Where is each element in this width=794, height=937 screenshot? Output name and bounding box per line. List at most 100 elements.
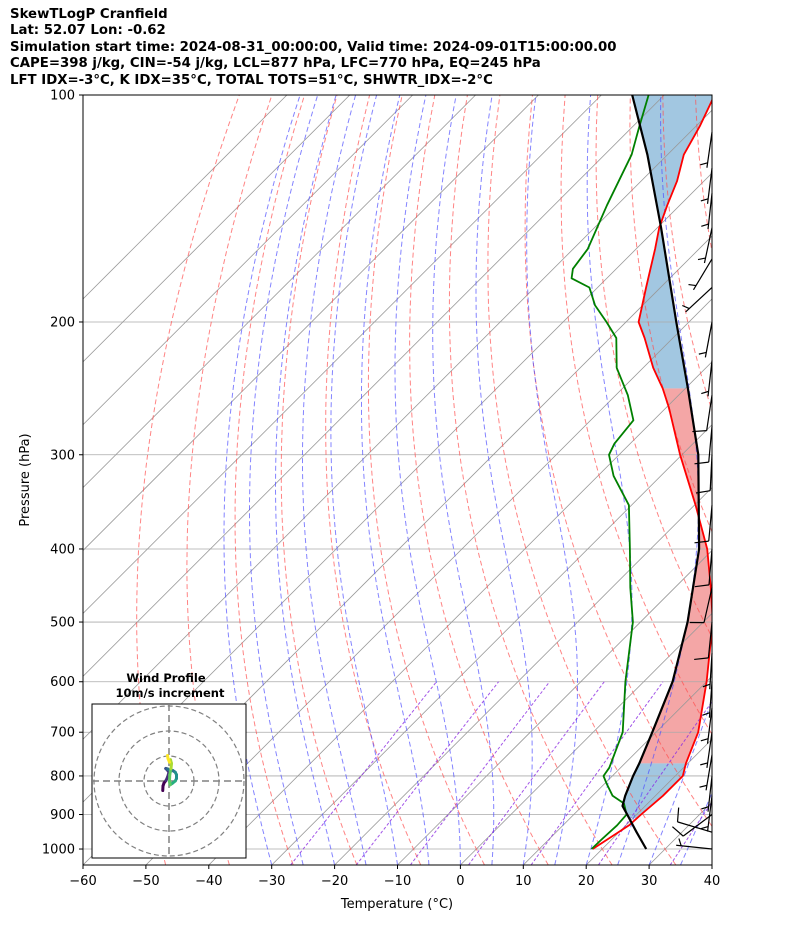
cin-area-upper — [632, 95, 712, 389]
wind-barb-staff — [706, 394, 713, 431]
x-tick-label: 40 — [704, 874, 721, 889]
wind-barb-feather — [694, 461, 709, 465]
moist-adiabat--20 — [275, 95, 337, 865]
wind-barb-225 — [701, 360, 713, 397]
wind-barb-feather — [701, 223, 709, 227]
wind-barb-staff — [703, 587, 713, 623]
isotherm--30 — [271, 424, 712, 865]
wind-barb-staff — [706, 732, 713, 768]
wind-barb-feather — [699, 784, 708, 788]
temperature-line — [592, 98, 712, 850]
isotherm--50 — [145, 298, 712, 865]
wind-barb-staff — [707, 775, 713, 812]
moist-adiabat-45 — [744, 95, 794, 865]
y-tick-label: 1000 — [42, 843, 75, 858]
wind-barb-feather — [694, 584, 710, 588]
y-tick-label: 300 — [50, 448, 75, 463]
moist-adiabat--5 — [361, 95, 430, 865]
location-coordinates: Lat: 52.07 Lon: -0.62 — [10, 23, 166, 39]
x-tick-label: −20 — [321, 874, 348, 889]
wind-barb-700 — [700, 732, 713, 768]
wind-profile-hodograph: Wind Profile 10m/s increment — [91, 671, 247, 859]
x-tick-label: 20 — [578, 874, 595, 889]
simulation-times: Simulation start time: 2024-08-31_00:00:… — [10, 39, 617, 55]
wind-barb-feather — [700, 825, 709, 830]
moist-adiabat--10 — [330, 95, 398, 865]
wind-barb-900 — [672, 814, 713, 837]
dry-adiabat-0 — [367, 95, 485, 865]
dry-adiabat-100 — [728, 95, 794, 865]
y-tick-label: 800 — [50, 769, 75, 784]
wind-barb-feather — [701, 390, 709, 395]
moist-adiabat-30 — [648, 698, 712, 865]
convective-indices: CAPE=398 j/kg, CIN=-54 j/kg, LCL=877 hPa… — [10, 56, 541, 72]
wind-barb-staff — [706, 795, 713, 832]
profile-curves-layer — [570, 95, 712, 850]
moist-adiabat--15 — [302, 95, 367, 865]
wind-barb-feather — [697, 257, 706, 261]
mixing-ratio-1 — [355, 681, 499, 865]
isotherm--120 — [83, 95, 476, 489]
isotherm--90 — [83, 95, 665, 677]
wind-barb-450 — [689, 587, 713, 624]
cape-area — [639, 388, 712, 764]
wind-barb-staff — [704, 321, 713, 358]
wind-barb-staff — [706, 707, 713, 744]
dry-adiabat-50 — [560, 95, 712, 736]
dry-adiabat-30 — [487, 95, 677, 865]
wind-barb-staff — [706, 167, 713, 204]
isotherm--20 — [334, 487, 712, 865]
x-tick-label: 0 — [456, 874, 464, 889]
stability-indices: LFT IDX=-3°C, K IDX=35°C, TOTAL TOTS=51°… — [10, 72, 493, 88]
wind-barb-500 — [694, 621, 713, 661]
isotherm--10 — [397, 549, 712, 865]
moist-adiabat-5 — [432, 95, 495, 865]
dry-adiabat-10 — [409, 95, 549, 865]
wind-barb-feather — [700, 162, 708, 166]
isotherm-40 — [711, 864, 712, 865]
wind-barb-staff — [703, 227, 713, 264]
wind-barb-staff — [707, 621, 713, 658]
wind-barb-staff — [707, 360, 713, 397]
hodograph-plot — [92, 704, 246, 858]
wind-barb-feather — [695, 490, 711, 494]
wind-barb-feather — [702, 683, 711, 688]
x-tick-label: 30 — [641, 874, 658, 889]
hodograph-subtitle: 10m/s increment — [116, 686, 225, 700]
wind-barb-feather — [700, 198, 709, 202]
mixing-ratio-0.4 — [290, 681, 437, 865]
wind-barb-staff — [707, 193, 713, 230]
wind-barb-staff — [682, 814, 713, 837]
wind-barb-250 — [692, 394, 713, 433]
moist-adiabat-20 — [585, 95, 633, 865]
axes-layer: −60 −50 −40 −30 −20 −10 0 10 20 30 40 100 200 300 400 5… — [42, 89, 720, 890]
chart-header: SkewTLogP Cranfield Lat: 52.07 Lon: -0.6… — [10, 7, 617, 89]
hodograph-segment — [166, 754, 170, 760]
wind-barb-staff — [692, 258, 713, 291]
wind-barb-feather — [694, 657, 709, 661]
wind-barb-850 — [700, 795, 713, 832]
x-axis-title: Temperature (°C) — [340, 897, 453, 912]
wind-barb-feather — [701, 806, 709, 810]
wind-barb-feather — [692, 430, 707, 433]
y-axis-title: Pressure (hPa) — [18, 433, 33, 526]
y-tick-label: 900 — [50, 808, 75, 823]
moist-adiabat-25 — [617, 95, 699, 865]
isotherm-10 — [523, 675, 712, 865]
wind-barb-staff — [706, 132, 713, 168]
mixing-ratio-2 — [409, 681, 550, 865]
wind-barb-1000 — [676, 838, 713, 850]
wind-barb-135 — [701, 193, 713, 230]
moist-adiabat-10 — [475, 95, 533, 865]
moist-adiabat--30 — [223, 95, 301, 865]
wind-barb-112 — [700, 132, 713, 168]
dewpoint-line — [570, 95, 650, 850]
mixing-ratio-4 — [468, 681, 605, 865]
parcel-path-line — [621, 95, 701, 850]
moist-adiabat-15 — [526, 95, 578, 865]
wind-barb-feather — [694, 540, 709, 544]
moist-adiabat-0 — [394, 95, 461, 865]
wind-barb-feather — [672, 826, 684, 837]
wind-barb-150 — [697, 227, 713, 264]
